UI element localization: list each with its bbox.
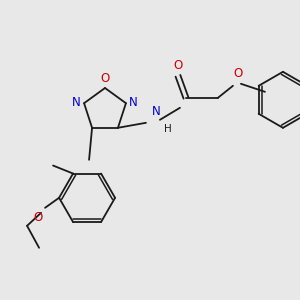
Text: O: O <box>173 59 183 72</box>
Text: N: N <box>72 96 81 109</box>
Text: O: O <box>34 211 43 224</box>
Text: N: N <box>152 105 160 118</box>
Text: O: O <box>100 72 109 85</box>
Text: N: N <box>129 96 138 109</box>
Text: O: O <box>233 67 243 80</box>
Text: H: H <box>164 124 172 134</box>
